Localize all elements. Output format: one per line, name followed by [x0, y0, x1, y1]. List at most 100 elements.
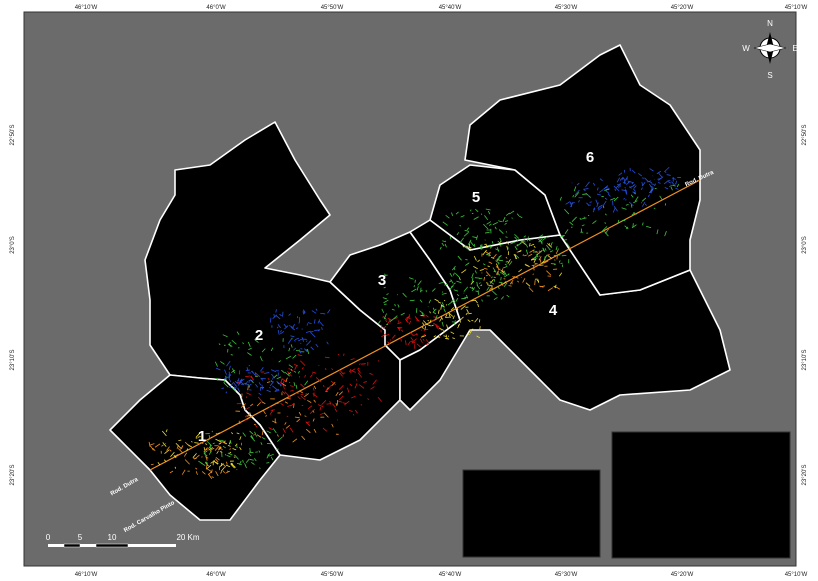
- street-segment: [280, 330, 285, 335]
- street-segment: [441, 302, 444, 306]
- street-segment: [321, 400, 327, 406]
- street-segment: [224, 369, 227, 375]
- street-segment: [432, 307, 435, 311]
- street-segment: [664, 187, 669, 190]
- street-segment: [542, 248, 546, 253]
- street-segment: [273, 313, 275, 318]
- street-segment: [485, 282, 489, 284]
- compass-needle: [753, 43, 787, 53]
- longitude-label: 45°50'W: [321, 572, 344, 578]
- region-number: 2: [255, 327, 263, 344]
- street-segment: [298, 411, 302, 416]
- street-segment: [305, 393, 307, 395]
- latitude-label: 23°20'S: [10, 465, 16, 486]
- street-segment: [607, 193, 611, 197]
- street-segment: [578, 200, 580, 203]
- street-segment: [644, 203, 647, 206]
- street-segment: [315, 343, 319, 348]
- street-segment: [656, 229, 659, 235]
- street-segment: [538, 255, 540, 257]
- street-segment: [219, 439, 223, 443]
- street-segment: [287, 372, 292, 375]
- street-segment: [181, 469, 186, 475]
- street-segment: [165, 429, 168, 433]
- street-segment: [280, 378, 283, 383]
- street-segment: [633, 200, 638, 204]
- street-segment: [304, 393, 309, 398]
- street-segment: [325, 387, 329, 393]
- street-segment: [516, 242, 522, 247]
- street-segment: [617, 219, 620, 224]
- street-segment: [289, 427, 294, 433]
- street-segment: [433, 316, 439, 319]
- street-segment: [211, 469, 213, 474]
- street-segment: [330, 380, 337, 386]
- street-segment: [307, 399, 312, 403]
- street-segment: [244, 419, 249, 421]
- street-segment: [443, 335, 447, 337]
- scale-bar: [48, 543, 176, 548]
- street-segment: [194, 442, 199, 444]
- street-segment: [380, 324, 383, 329]
- street-segment: [497, 272, 501, 276]
- street-segment: [494, 226, 497, 230]
- street-segment: [436, 325, 439, 329]
- street-segment: [222, 470, 225, 474]
- street-segment: [667, 180, 671, 182]
- street-segment: [488, 287, 492, 291]
- street-segment: [564, 229, 569, 234]
- street-segment: [443, 308, 446, 313]
- street-segment: [422, 338, 425, 341]
- street-segment: [331, 382, 336, 387]
- street-segment: [229, 448, 232, 450]
- street-segment: [377, 396, 383, 402]
- street-segment: [633, 211, 637, 215]
- street-segment: [298, 390, 304, 394]
- street-segment: [433, 322, 438, 326]
- region-number: 5: [472, 189, 480, 206]
- street-segment: [498, 262, 500, 265]
- street-segment: [499, 271, 506, 276]
- street-segment: [247, 341, 251, 347]
- street-segment: [532, 257, 537, 260]
- street-segment: [472, 236, 478, 239]
- street-segment: [514, 246, 518, 251]
- street-segment: [441, 291, 444, 293]
- street-segment: [449, 272, 453, 277]
- street-segment: [559, 272, 563, 277]
- street-segment: [300, 360, 306, 366]
- street-segment: [650, 185, 654, 188]
- legend-box: [611, 431, 791, 559]
- street-segment: [486, 244, 491, 247]
- street-segment: [236, 462, 242, 466]
- street-segment: [296, 327, 299, 329]
- street-segment: [236, 469, 238, 471]
- street-segment: [464, 245, 470, 251]
- street-segment: [304, 380, 309, 386]
- street-segment: [432, 308, 437, 313]
- street-segment: [675, 187, 679, 190]
- street-segment: [225, 470, 230, 474]
- street-segment: [339, 372, 343, 377]
- street-segment: [337, 354, 340, 356]
- street-segment: [383, 325, 387, 329]
- street-segment: [281, 369, 285, 374]
- street-segment: [242, 432, 247, 437]
- street-segment: [498, 240, 502, 244]
- street-segment: [301, 336, 305, 342]
- street-segment: [248, 347, 252, 351]
- street-segment: [318, 321, 324, 327]
- street-segment: [205, 443, 208, 445]
- street-segment: [223, 376, 229, 380]
- street-segment: [269, 381, 274, 387]
- municipality-key: [462, 469, 601, 558]
- street-segment: [453, 289, 459, 292]
- street-segment: [294, 339, 296, 342]
- street-segment: [309, 374, 313, 378]
- street-segment: [612, 207, 616, 213]
- street-segment: [536, 279, 540, 283]
- street-segment: [386, 320, 391, 325]
- longitude-label: 45°20'W: [671, 5, 694, 11]
- street-segment: [204, 451, 206, 456]
- street-segment: [518, 249, 522, 253]
